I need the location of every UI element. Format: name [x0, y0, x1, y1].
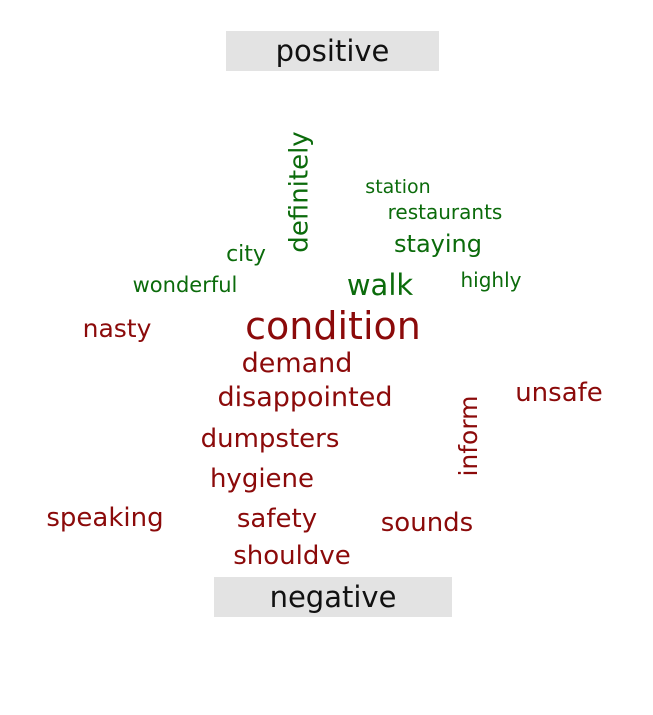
positive-word: restaurants [388, 200, 503, 224]
positive-word: wonderful [133, 273, 238, 297]
negative-word: unsafe [515, 378, 603, 408]
positive-word: walk [347, 268, 414, 302]
negative-word: nasty [83, 314, 152, 343]
negative-word: condition [245, 304, 421, 348]
negative-word: hygiene [210, 464, 314, 494]
negative-word: inform [454, 395, 483, 476]
positive-word: definitely [285, 131, 315, 252]
negative-word: demand [242, 348, 353, 379]
negative-word: disappointed [218, 382, 393, 413]
negative-word: safety [237, 504, 317, 534]
negative-word: sounds [381, 508, 473, 538]
positive-group-header: positive [226, 31, 439, 71]
negative-group-label: negative [269, 580, 397, 614]
negative-group-header: negative [214, 577, 452, 617]
negative-word: shouldve [233, 541, 351, 571]
positive-word: highly [461, 268, 522, 292]
positive-group-label: positive [275, 34, 390, 68]
negative-word: dumpsters [201, 424, 340, 454]
positive-word: station [365, 176, 430, 198]
positive-word: staying [394, 230, 482, 258]
negative-word: speaking [46, 503, 163, 533]
positive-word: city [226, 242, 266, 267]
